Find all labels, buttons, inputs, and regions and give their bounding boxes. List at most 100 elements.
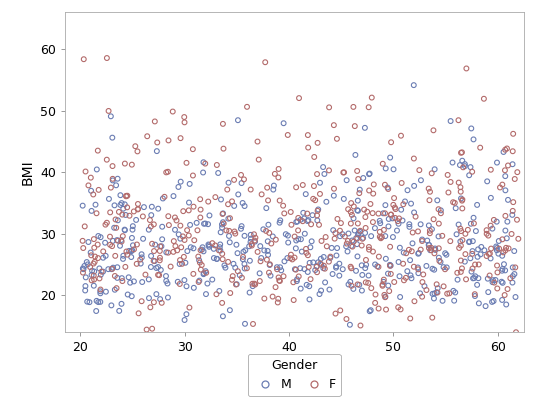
Point: [108, 134, 117, 141]
Point: [246, 239, 255, 245]
Point: [295, 95, 303, 101]
Point: [364, 272, 373, 279]
Point: [118, 278, 127, 284]
Point: [344, 281, 353, 288]
Point: [350, 123, 359, 129]
Point: [173, 247, 181, 254]
Point: [246, 232, 255, 238]
Point: [492, 247, 501, 254]
Point: [219, 219, 227, 226]
Point: [482, 253, 491, 259]
Point: [303, 210, 312, 217]
Point: [390, 204, 399, 211]
Point: [86, 264, 94, 270]
Point: [224, 201, 232, 207]
Point: [315, 291, 324, 297]
Point: [426, 228, 434, 234]
Point: [471, 273, 480, 279]
Point: [264, 238, 272, 245]
Point: [82, 274, 90, 281]
Point: [150, 221, 158, 228]
Point: [409, 264, 418, 270]
Point: [213, 162, 221, 168]
Point: [306, 276, 315, 282]
Point: [284, 132, 292, 138]
Point: [222, 227, 231, 234]
Point: [506, 275, 515, 281]
Point: [434, 206, 443, 213]
Point: [371, 291, 380, 298]
Point: [301, 191, 310, 197]
Point: [111, 273, 119, 279]
Point: [113, 217, 122, 224]
Point: [395, 245, 404, 251]
Point: [294, 215, 302, 221]
Point: [367, 94, 376, 101]
Point: [262, 228, 271, 234]
Point: [326, 254, 335, 260]
Point: [103, 220, 111, 226]
Point: [241, 247, 249, 254]
Point: [423, 237, 431, 244]
Point: [441, 250, 449, 256]
Point: [502, 235, 511, 241]
Point: [456, 184, 465, 190]
Point: [108, 163, 117, 169]
Point: [501, 247, 510, 254]
Point: [239, 249, 248, 255]
Point: [99, 248, 107, 255]
Point: [354, 220, 362, 227]
Point: [81, 283, 90, 289]
Point: [408, 248, 416, 254]
Point: [96, 288, 105, 294]
Point: [433, 197, 442, 204]
Point: [148, 241, 157, 247]
Point: [152, 291, 161, 297]
Point: [127, 254, 136, 260]
Point: [417, 177, 426, 183]
Point: [134, 206, 143, 212]
Point: [357, 262, 366, 269]
Point: [401, 198, 409, 205]
Point: [185, 181, 194, 187]
Point: [354, 207, 362, 214]
Point: [212, 256, 221, 262]
Point: [91, 253, 99, 260]
Point: [219, 121, 227, 127]
Point: [199, 159, 208, 166]
Point: [264, 252, 272, 258]
Point: [448, 159, 457, 166]
Point: [84, 182, 93, 189]
Point: [137, 298, 146, 305]
Point: [461, 161, 469, 167]
Point: [178, 260, 186, 267]
Point: [280, 258, 289, 264]
Point: [307, 221, 315, 228]
Point: [367, 233, 375, 239]
Point: [220, 262, 229, 269]
Point: [204, 241, 213, 248]
Point: [425, 197, 434, 203]
Point: [313, 217, 322, 224]
Point: [202, 269, 211, 276]
Point: [433, 289, 442, 296]
Point: [336, 220, 345, 226]
Point: [387, 211, 395, 218]
Point: [457, 228, 465, 234]
Point: [225, 228, 233, 234]
Point: [343, 238, 352, 244]
Point: [287, 222, 296, 228]
Point: [446, 179, 455, 185]
Point: [291, 233, 299, 240]
Point: [251, 281, 260, 288]
Point: [185, 232, 193, 239]
Point: [415, 250, 423, 256]
Point: [208, 240, 217, 246]
Point: [210, 245, 218, 252]
Point: [123, 204, 131, 211]
Point: [195, 259, 204, 266]
Point: [424, 222, 433, 229]
Point: [489, 298, 498, 304]
Point: [204, 221, 212, 228]
Point: [496, 184, 504, 191]
